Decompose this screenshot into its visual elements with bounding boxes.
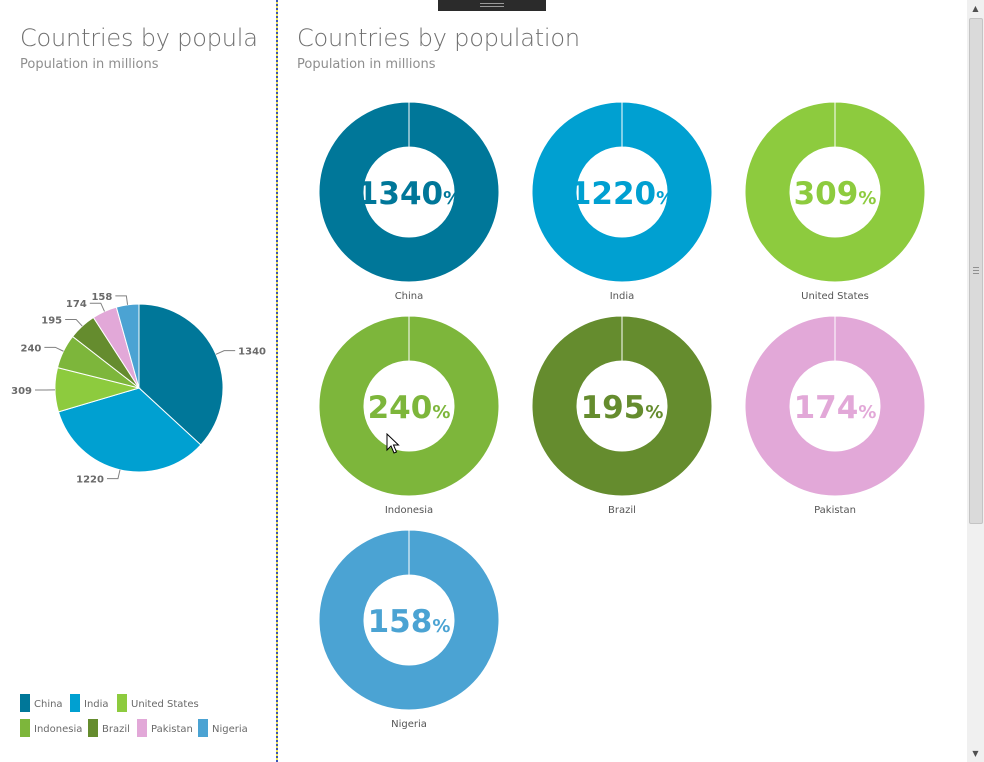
scroll-up-arrow[interactable]: ▲ bbox=[972, 4, 979, 13]
pie-connector-china bbox=[215, 350, 236, 355]
donut-center-label-brazil: 195% bbox=[581, 390, 664, 426]
donut-small-multiples: 1340% China 1220% India 309% United States 240… bbox=[318, 101, 926, 730]
legend-label-china: China bbox=[34, 699, 63, 710]
pie-connector-indonesia bbox=[44, 346, 64, 352]
donut-center-unit: % bbox=[645, 402, 663, 423]
pie-data-label-indonesia: 240 bbox=[20, 343, 41, 354]
legend-swatch-united-states bbox=[117, 694, 127, 712]
pie-data-label-brazil: 195 bbox=[41, 315, 62, 326]
donut-center-value: 158 bbox=[368, 604, 433, 640]
donut-center-unit: % bbox=[656, 188, 674, 209]
pie-connector-brazil bbox=[65, 318, 83, 327]
donut-center-value: 1340 bbox=[357, 176, 443, 212]
legend-swatch-brazil bbox=[88, 719, 98, 737]
donut-center-label-nigeria: 158% bbox=[368, 604, 451, 640]
donut-center-value: 195 bbox=[581, 390, 646, 426]
legend-label-india: India bbox=[84, 699, 109, 710]
pie-connector-india bbox=[106, 469, 121, 480]
pie-data-label-united-states: 309 bbox=[11, 386, 32, 397]
donut-center-value: 240 bbox=[368, 390, 433, 426]
left-chart-title: Countries by population bbox=[20, 24, 258, 52]
donut-center-label-indonesia: 240% bbox=[368, 390, 451, 426]
donut-center-unit: % bbox=[432, 616, 450, 637]
pie-data-label-china: 1340 bbox=[238, 347, 266, 358]
donut-center-value: 174 bbox=[794, 390, 859, 426]
donut-center-unit: % bbox=[443, 188, 461, 209]
grip-line bbox=[480, 3, 504, 4]
pie-data-label-nigeria: 158 bbox=[91, 292, 112, 303]
donut-category-label-india: India bbox=[610, 291, 635, 302]
scroll-down-arrow[interactable]: ▼ bbox=[972, 749, 979, 758]
pie-slice-india bbox=[57, 387, 202, 473]
pie-connector-pakistan bbox=[89, 302, 105, 312]
right-chart-subtitle: Population in millions bbox=[297, 57, 436, 72]
pane-splitter[interactable] bbox=[276, 0, 278, 762]
donut-value-nigeria bbox=[318, 529, 500, 711]
left-title-container: Countries by population bbox=[20, 24, 258, 58]
donut-value-india bbox=[531, 101, 713, 283]
pie-chart: 1340 1220 309 240 195 174 158 China India United … bbox=[11, 292, 266, 737]
right-chart-pane: Countries by population Population in mi… bbox=[278, 0, 967, 762]
legend-swatch-pakistan bbox=[137, 719, 147, 737]
donut-value-united-states bbox=[744, 101, 926, 283]
grip-line bbox=[480, 6, 504, 7]
donut-value-indonesia bbox=[318, 315, 500, 497]
donut-category-label-united-states: United States bbox=[801, 291, 869, 302]
donut-center-value: 309 bbox=[794, 176, 859, 212]
pie-data-label-india: 1220 bbox=[76, 475, 104, 486]
right-chart-title: Countries by population bbox=[297, 24, 580, 52]
legend-label-indonesia: Indonesia bbox=[34, 724, 82, 735]
mouse-cursor-icon bbox=[386, 433, 400, 454]
donut-category-label-nigeria: Nigeria bbox=[391, 719, 427, 730]
donut-category-label-brazil: Brazil bbox=[608, 505, 636, 516]
legend-label-nigeria: Nigeria bbox=[212, 724, 248, 735]
donut-category-label-indonesia: Indonesia bbox=[385, 505, 433, 516]
donut-category-label-china: China bbox=[395, 291, 424, 302]
legend-swatch-indonesia bbox=[20, 719, 30, 737]
donut-value-brazil bbox=[531, 315, 713, 497]
left-chart-pane: Countries by population Population in mi… bbox=[0, 0, 276, 762]
legend-swatch-nigeria bbox=[198, 719, 208, 737]
legend-label-united-states: United States bbox=[131, 699, 199, 710]
left-chart-subtitle: Population in millions bbox=[20, 57, 159, 72]
donut-center-label-pakistan: 174% bbox=[794, 390, 877, 426]
pie-slice-china bbox=[138, 303, 224, 446]
pie-data-label-pakistan: 174 bbox=[66, 299, 87, 310]
scroll-thumb[interactable] bbox=[969, 18, 983, 524]
legend-label-brazil: Brazil bbox=[102, 724, 130, 735]
legend-label-pakistan: Pakistan bbox=[151, 724, 193, 735]
pie-connector-nigeria bbox=[115, 295, 129, 305]
vertical-scrollbar[interactable]: ▲ ▼ bbox=[967, 0, 984, 762]
thumb-grip-icon bbox=[973, 267, 979, 274]
donut-category-label-pakistan: Pakistan bbox=[814, 505, 856, 516]
window-drag-handle[interactable] bbox=[438, 0, 546, 11]
donut-center-unit: % bbox=[858, 402, 876, 423]
donut-value-pakistan bbox=[744, 315, 926, 497]
pie-slice-nigeria bbox=[115, 303, 140, 389]
donut-center-unit: % bbox=[432, 402, 450, 423]
donut-center-label-india: 1220% bbox=[570, 176, 674, 212]
donut-center-label-china: 1340% bbox=[357, 176, 461, 212]
donut-center-unit: % bbox=[858, 188, 876, 209]
donut-center-label-united-states: 309% bbox=[794, 176, 877, 212]
donut-value-china bbox=[318, 101, 500, 283]
donut-center-value: 1220 bbox=[570, 176, 656, 212]
legend-swatch-india bbox=[70, 694, 80, 712]
legend-swatch-china bbox=[20, 694, 30, 712]
